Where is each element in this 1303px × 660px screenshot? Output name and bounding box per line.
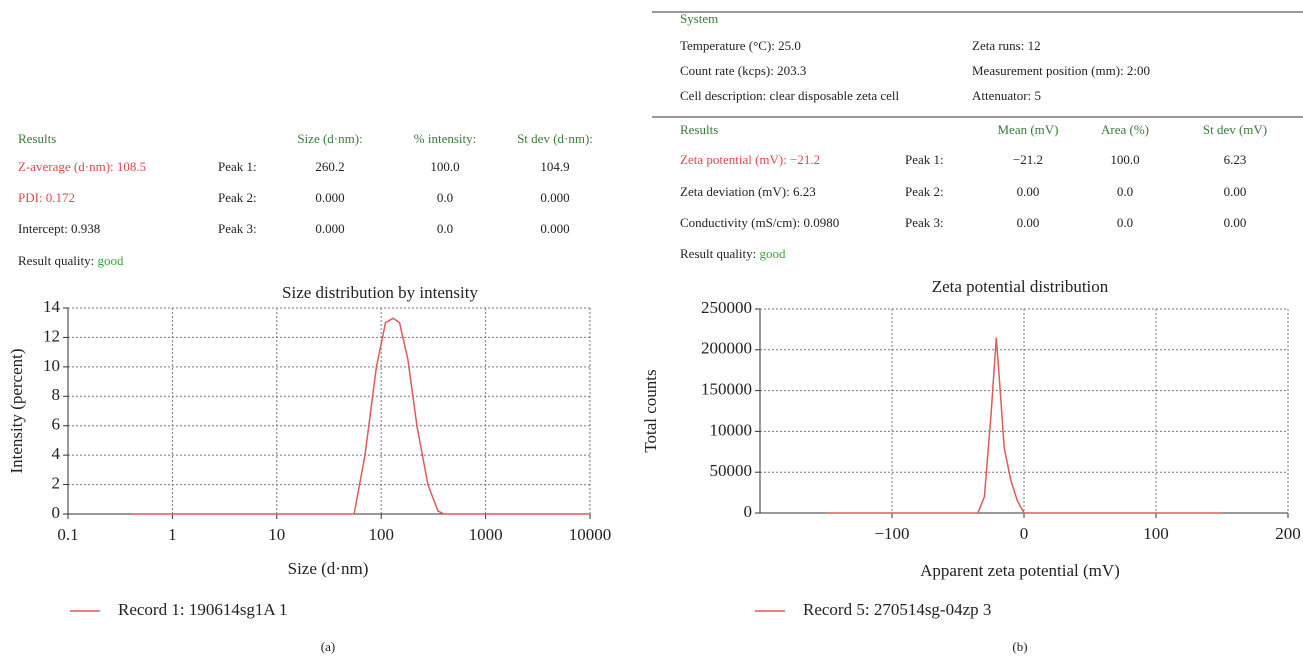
y-axis-label: Intensity (percent): [7, 348, 26, 473]
system-cell: Cell description: clear disposable zeta …: [680, 88, 899, 103]
y-tick-label: 6: [52, 415, 61, 434]
quality-value: good: [97, 253, 124, 268]
table-cell: Peak 1:: [905, 152, 944, 167]
table-cell: 0.0: [1117, 215, 1133, 230]
y-tick-label: 0: [52, 503, 61, 522]
table-header: Mean (mV): [997, 122, 1058, 137]
table-cell: 0.000: [540, 221, 569, 236]
table-cell: 0.0: [437, 190, 453, 205]
table-cell: 100.0: [1110, 152, 1139, 167]
x-tick-label: 1000: [469, 525, 503, 544]
y-tick-label: 14: [43, 297, 61, 316]
y-tick-label: 50000: [710, 461, 753, 480]
table-header: Size (d·nm):: [297, 131, 362, 146]
x-tick-label: 0.1: [57, 525, 78, 544]
table-cell: 0.000: [315, 190, 344, 205]
table-cell: 104.9: [540, 159, 569, 174]
table-cell: Peak 3:: [218, 221, 257, 236]
x-axis-label: Size (d·nm): [288, 559, 369, 578]
table-cell: Peak 3:: [905, 215, 944, 230]
y-axis-label: Total counts: [641, 369, 660, 452]
y-tick-label: 0: [744, 502, 753, 521]
chart-title: Size distribution by intensity: [282, 283, 478, 302]
quality-value: good: [759, 246, 786, 261]
system-cell: Zeta runs: 12: [972, 38, 1041, 53]
x-axis-label: Apparent zeta potential (mV): [920, 561, 1120, 580]
y-tick-label: 12: [43, 326, 60, 345]
y-tick-label: 4: [52, 444, 61, 463]
table-header: St dev (d·nm):: [517, 131, 593, 146]
result-quality: Result quality: good: [680, 246, 786, 261]
table-cell: 100.0: [430, 159, 459, 174]
table-cell: 0.00: [1224, 184, 1247, 199]
table-header: Results: [18, 131, 56, 146]
table-header: Area (%): [1101, 122, 1149, 137]
table-header: St dev (mV): [1203, 122, 1267, 137]
table-cell: 0.0: [1117, 184, 1133, 199]
quality-label: Result quality:: [18, 253, 94, 268]
table-cell: Zeta potential (mV): −21.2: [680, 152, 820, 167]
table-cell: PDI: 0.172: [18, 190, 75, 205]
table-cell: 0.000: [540, 190, 569, 205]
table-cell: 0.000: [315, 221, 344, 236]
system-cell: Attenuator: 5: [972, 88, 1041, 103]
y-tick-label: 250000: [701, 298, 752, 317]
table-cell: Intercept: 0.938: [18, 221, 100, 236]
data-line: [826, 337, 1222, 514]
y-tick-label: 2: [52, 473, 61, 492]
table-cell: 0.00: [1224, 215, 1247, 230]
table-cell: Peak 2:: [905, 184, 944, 199]
table-cell: 0.00: [1017, 184, 1040, 199]
table-cell: Zeta deviation (mV): 6.23: [680, 184, 816, 199]
x-tick-label: 200: [1275, 524, 1301, 543]
caption: (b): [1012, 639, 1027, 654]
y-tick-label: 150000: [701, 380, 752, 399]
data-line: [130, 317, 590, 515]
caption: (a): [321, 639, 335, 654]
table-header: Results: [680, 122, 718, 137]
system-cell: Temperature (°C): 25.0: [680, 38, 801, 53]
y-tick-label: 10: [43, 356, 60, 375]
table-cell: 0.0: [437, 221, 453, 236]
table-cell: 260.2: [315, 159, 344, 174]
table-cell: 0.00: [1017, 215, 1040, 230]
x-tick-label: −100: [874, 524, 909, 543]
table-header: % intensity:: [414, 131, 476, 146]
system-title: System: [680, 11, 718, 26]
x-tick-label: 0: [1020, 524, 1029, 543]
x-tick-label: 100: [1143, 524, 1169, 543]
chart-title: Zeta potential distribution: [932, 277, 1109, 296]
system-cell: Measurement position (mm): 2:00: [972, 63, 1150, 78]
x-tick-label: 1: [168, 525, 177, 544]
table-cell: Conductivity (mS/cm): 0.0980: [680, 215, 839, 230]
x-tick-label: 10000: [569, 525, 612, 544]
table-cell: Z-average (d·nm): 108.5: [18, 159, 146, 174]
quality-label: Result quality:: [680, 246, 756, 261]
y-tick-label: 10000: [710, 420, 753, 439]
table-cell: Peak 1:: [218, 159, 257, 174]
system-cell: Count rate (kcps): 203.3: [680, 63, 806, 78]
table-cell: 6.23: [1224, 152, 1247, 167]
legend-label: Record 1: 190614sg1A 1: [118, 600, 288, 619]
x-tick-label: 100: [368, 525, 394, 544]
table-cell: −21.2: [1013, 152, 1043, 167]
result-quality: Result quality: good: [18, 253, 124, 268]
y-tick-label: 8: [52, 385, 61, 404]
x-tick-label: 10: [268, 525, 285, 544]
table-cell: Peak 2:: [218, 190, 257, 205]
legend-label: Record 5: 270514sg-04zp 3: [803, 600, 991, 619]
y-tick-label: 200000: [701, 339, 752, 358]
